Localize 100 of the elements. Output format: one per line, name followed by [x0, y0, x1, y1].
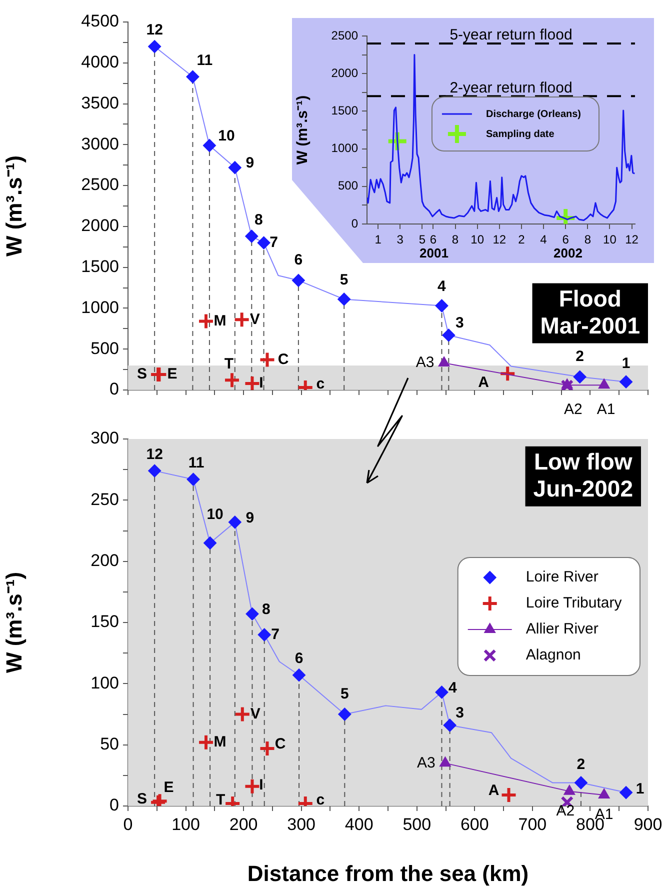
- x-tick-label: 8: [452, 232, 459, 247]
- y-axis-title: W (m³.s⁻¹): [294, 95, 312, 165]
- annotation: E: [167, 366, 178, 383]
- annotation: c: [316, 792, 325, 809]
- y-tick-label: 0: [351, 216, 358, 230]
- annotation: T: [216, 792, 226, 809]
- y-tick-label: 3500: [81, 93, 119, 112]
- x-tick-label: 12: [625, 232, 639, 247]
- annotation: 8: [262, 601, 270, 618]
- x-tick-label: 10: [603, 232, 617, 247]
- y-tick-label: 0: [110, 380, 119, 399]
- y-tick-label: 250: [90, 490, 119, 509]
- annotation: A1: [596, 401, 616, 418]
- annotation: 7: [271, 626, 280, 643]
- annotation: 5: [340, 685, 349, 702]
- y-tick-label: 4000: [81, 52, 119, 72]
- x-tick-label: 600: [460, 814, 489, 834]
- annotation: 1: [636, 780, 644, 798]
- y-tick-label: 2000: [331, 66, 358, 80]
- annotation: 4: [438, 278, 447, 295]
- x-tick-label: 2: [518, 232, 526, 247]
- annotation: A: [478, 374, 490, 391]
- annotation: 9: [246, 509, 254, 526]
- y-tick-label: 100: [90, 673, 119, 692]
- y-tick-label: 500: [338, 178, 358, 193]
- annotation: V: [250, 705, 260, 722]
- annotation: c: [316, 376, 325, 393]
- annotation: S: [137, 366, 148, 383]
- y-tick-label: 2500: [331, 28, 358, 42]
- annotation: 2: [576, 348, 584, 366]
- x-tick-label: 900: [634, 814, 662, 834]
- annotation: 3: [455, 314, 464, 332]
- annotation: 9: [246, 154, 254, 172]
- x-tick-label: 6: [430, 232, 437, 247]
- y-tick-label: 150: [90, 612, 119, 632]
- x-tick-label: 400: [344, 814, 374, 834]
- annotation: 12: [146, 446, 163, 463]
- ref-line-label: 5-year return flood: [450, 26, 572, 44]
- annotation: 4: [448, 679, 458, 696]
- y-axis-title: W (m³.s⁻¹): [1, 155, 26, 257]
- x-tick-label: 6: [562, 232, 570, 247]
- annotation: A2: [564, 401, 582, 418]
- legend-label: Allier River: [526, 620, 598, 638]
- annotation: E: [164, 779, 174, 796]
- annotation: A3: [416, 354, 434, 372]
- annotation: A3: [417, 754, 436, 772]
- legend-label: Loire River: [526, 568, 598, 586]
- y-tick-label: 1000: [331, 141, 358, 156]
- y-tick-label: 1500: [81, 257, 119, 276]
- x-tick-label: 10: [470, 232, 484, 247]
- x-tick-label: 100: [172, 814, 200, 834]
- legend-label: Alagnon: [526, 646, 581, 664]
- y-tick-label: 500: [90, 338, 119, 358]
- annotation: M: [214, 734, 226, 751]
- y-tick-label: 1000: [81, 298, 119, 317]
- y-tick-label: 1500: [331, 104, 358, 118]
- annotation: I: [259, 374, 264, 392]
- annotation: 1: [622, 354, 630, 372]
- annotation: 8: [254, 211, 263, 228]
- annotation: 2002: [554, 246, 582, 261]
- x-tick-label: 4: [540, 232, 548, 247]
- x-tick-label: 3: [396, 232, 404, 247]
- annotation: 6: [294, 252, 303, 269]
- y-tick-label: 0: [110, 796, 119, 815]
- annotation: I: [259, 776, 264, 794]
- y-tick-label: 4500: [81, 12, 119, 31]
- annotation: Low flow Jun-2002: [533, 448, 633, 502]
- x-tick-label: 1: [374, 232, 382, 247]
- y-tick-label: 300: [90, 428, 119, 448]
- annotation: 7: [270, 234, 278, 251]
- x-tick-label: 500: [402, 814, 432, 834]
- annotation: S: [137, 790, 148, 808]
- x-tick-label: 12: [492, 232, 506, 247]
- x-tick-label: 700: [518, 814, 547, 834]
- annotation: 2001: [420, 246, 448, 261]
- y-tick-label: 50: [100, 734, 119, 754]
- annotation: 3: [456, 704, 464, 722]
- x-tick-label: 300: [287, 814, 316, 834]
- y-tick-label: 3000: [81, 134, 119, 154]
- legend-label: Loire Tributary: [526, 594, 622, 612]
- legend-label: Sampling date: [486, 128, 555, 140]
- annotation: 6: [294, 650, 304, 668]
- x-axis-title: Distance from the sea (km): [247, 860, 529, 886]
- annotation: C: [278, 350, 289, 368]
- annotation: T: [224, 355, 234, 372]
- annotation: A: [488, 782, 500, 800]
- x-tick-label: 0: [123, 814, 133, 834]
- y-tick-label: 2500: [81, 175, 119, 194]
- x-tick-label: 5: [418, 232, 426, 247]
- annotation: C: [274, 736, 286, 753]
- annotation: Flood Mar-2001: [540, 286, 640, 339]
- annotation: V: [250, 310, 260, 328]
- legend-label: Discharge (Orleans): [486, 108, 582, 120]
- annotation: 11: [188, 454, 204, 472]
- x-tick-label: 200: [229, 814, 258, 834]
- annotation: 2: [576, 756, 586, 773]
- annotation: 12: [146, 22, 163, 39]
- annotation: 5: [340, 271, 348, 288]
- ref-line-label: 2-year return flood: [450, 79, 572, 96]
- annotation: A2: [556, 802, 575, 820]
